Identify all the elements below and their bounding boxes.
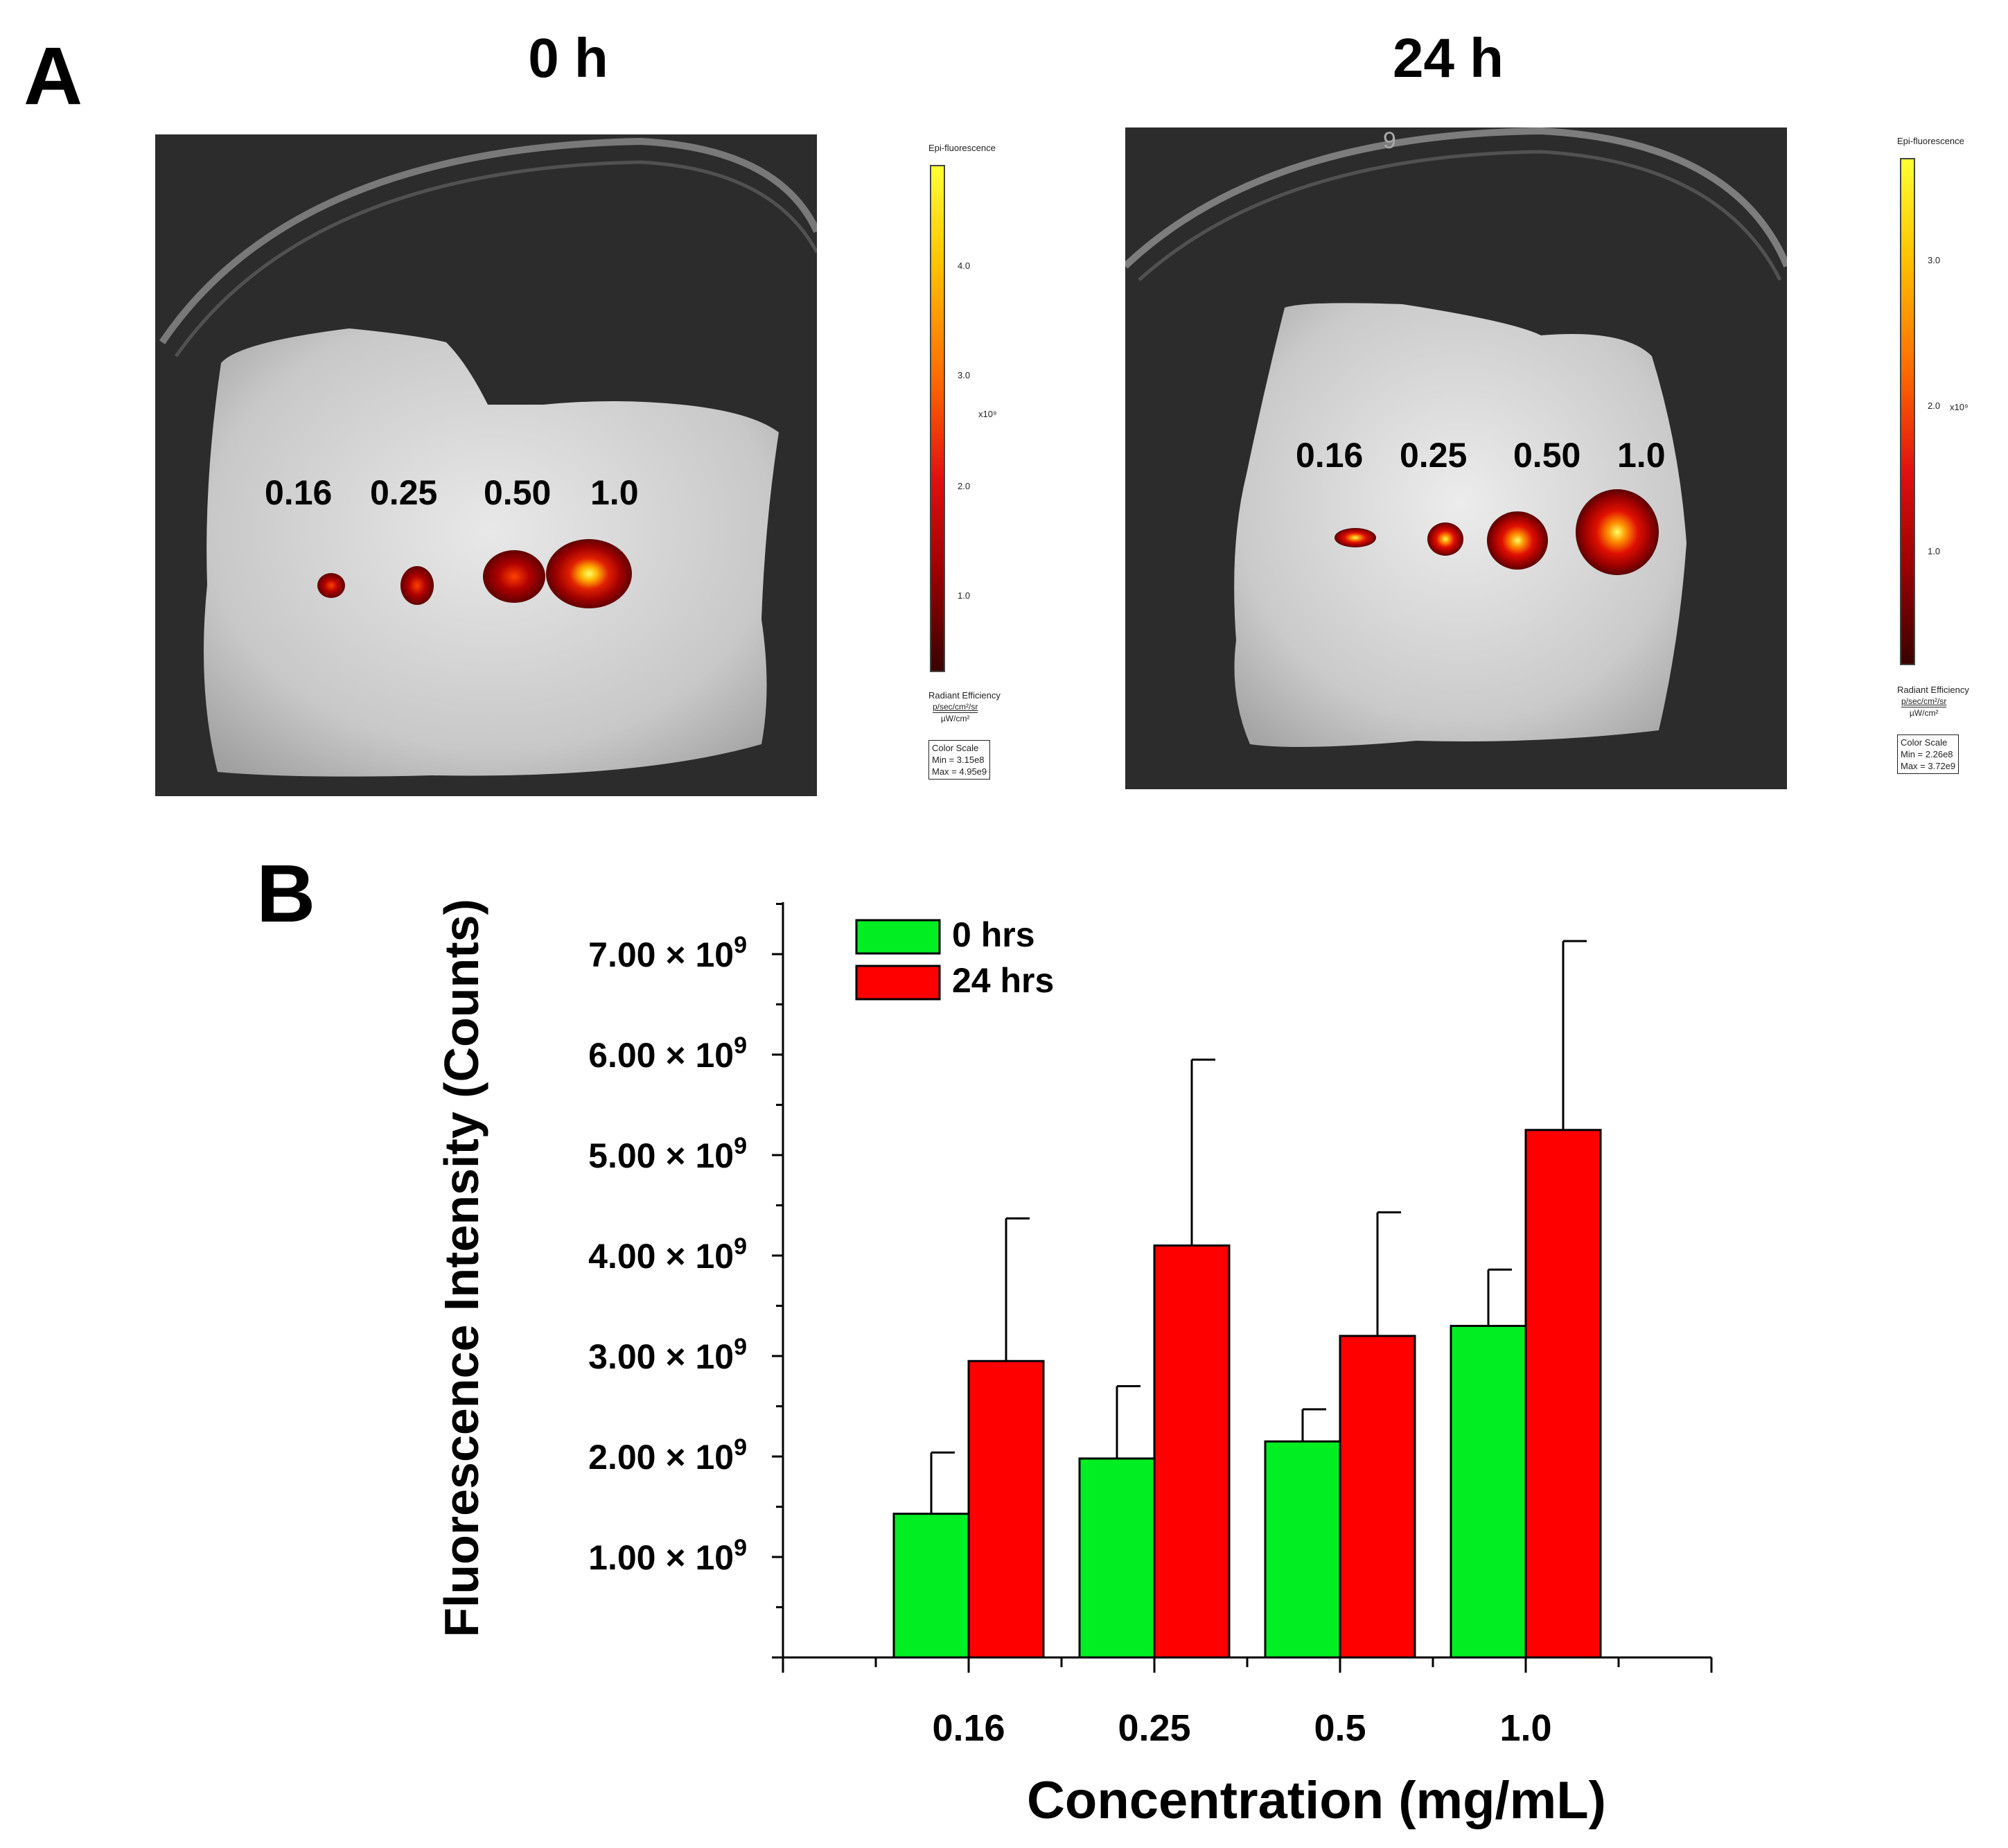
colorscale-0h-box-min: Min = 3.15e8: [932, 755, 985, 765]
colorscale-24h-header: Epi-fluorescence: [1897, 136, 1964, 146]
y-tick-mantissa: 5.00 × 10: [588, 1136, 734, 1175]
colorscale-0h-tick: 4.0: [958, 261, 971, 271]
tissue-image-24h: 9 0.16 0.25 0.50 1.0: [1125, 127, 1787, 789]
colorscale-0h-box-max: Max = 4.95e9: [932, 766, 987, 777]
colorscale-24h-bar: [1900, 158, 1915, 665]
y-tick-label: 1.00 × 109: [588, 1535, 747, 1577]
colorscale-24h-box-min: Min = 2.26e8: [1901, 749, 1953, 759]
legend-swatch: [855, 919, 941, 955]
colorscale-24h-range-box: Color Scale Min = 2.26e8 Max = 3.72e9: [1897, 734, 1959, 774]
tissue-photo-0h-drawing: [155, 134, 817, 796]
x-tick-label: 0.16: [932, 1707, 1005, 1749]
colorscale-0h-tick: 3.0: [958, 370, 971, 380]
y-tick-label: 4.00 × 109: [588, 1233, 747, 1276]
colorscale-0h-unit-den: µW/cm²: [940, 714, 970, 723]
y-tick-exponent: 9: [734, 1032, 747, 1059]
spot-label-24h-2: 0.50: [1513, 436, 1581, 475]
colorscale-0h-bar: [930, 165, 945, 672]
colorscale-24h-box-max: Max = 3.72e9: [1901, 761, 1956, 771]
panel-a-letter: A: [24, 30, 83, 122]
colorscale-0h-multiplier: x10⁹: [978, 409, 997, 419]
colorscale-24h-multiplier: x10⁹: [1950, 402, 1969, 412]
y-tick-label: 2.00 × 109: [588, 1434, 747, 1477]
bar-24-hrs-0.5: [1339, 1335, 1416, 1659]
colorscale-24h-box-title: Color Scale: [1901, 737, 1948, 748]
colorscale-0h-range-box: Color Scale Min = 3.15e8 Max = 4.95e9: [928, 740, 991, 780]
y-axis-title: Fluorescence Intensity (Counts): [434, 899, 488, 1637]
image-24h-title: 24 h: [1392, 27, 1504, 89]
colorscale-0h-unit-label: Radiant Efficiency: [928, 690, 1001, 701]
colorscale-0h-tick: 2.0: [958, 481, 971, 491]
legend-label: 24 hrs: [952, 961, 1054, 1000]
colorscale-24h-unit-num: p/sec/cm²/sr: [1901, 696, 1947, 707]
y-tick-label: 5.00 × 109: [588, 1133, 747, 1175]
colorscale-24h-unit-den: µW/cm²: [1909, 708, 1939, 718]
colorscale-24h-unit-label: Radiant Efficiency: [1897, 685, 1969, 695]
colorscale-24h-tick: 3.0: [1928, 255, 1941, 265]
tissue-photo-24h-drawing: [1125, 127, 1787, 789]
colorscale-0h-tick: 1.0: [958, 590, 971, 601]
y-tick-exponent: 9: [734, 932, 747, 958]
spot-label-24h-3: 1.0: [1617, 436, 1666, 475]
y-tick-exponent: 9: [734, 1133, 747, 1159]
bar-24-hrs-0.25: [1153, 1244, 1231, 1659]
colorscale-24h-tick: 2.0: [1928, 401, 1941, 411]
colorscale-0h-header: Epi-fluorescence: [928, 143, 996, 153]
tissue-image-0h: 0.16 0.25 0.50 1.0: [155, 134, 817, 796]
y-tick-exponent: 9: [734, 1535, 747, 1561]
bar-0-hrs-0.5: [1264, 1440, 1341, 1659]
y-tick-mantissa: 6.00 × 10: [588, 1036, 734, 1075]
legend-swatch: [855, 965, 941, 1001]
dish-number-24h: 9: [1383, 127, 1396, 154]
colorscale-0h-unit-num: p/sec/cm²/sr: [933, 702, 978, 713]
spot-label-0h-2: 0.50: [484, 473, 552, 512]
spot-label-0h-1: 0.25: [370, 473, 438, 512]
spot-label-24h-1: 0.25: [1400, 436, 1468, 475]
image-0h-title: 0 h: [528, 27, 608, 89]
spot-label-0h-0: 0.16: [265, 473, 333, 512]
colorscale-24h-unit-fraction: p/sec/cm²/sr µW/cm²: [1901, 696, 1947, 719]
y-tick-mantissa: 4.00 × 10: [588, 1237, 734, 1276]
bar-24-hrs-0.16: [967, 1359, 1045, 1659]
spot-label-0h-3: 1.0: [590, 473, 639, 512]
colorscale-0h-unit-fraction: p/sec/cm²/sr µW/cm²: [933, 701, 978, 724]
x-tick-label: 1.0: [1499, 1707, 1551, 1749]
y-tick-mantissa: 7.00 × 10: [588, 935, 734, 974]
legend-label: 0 hrs: [952, 915, 1035, 954]
bar-0-hrs-1.0: [1450, 1325, 1527, 1659]
x-tick-label: 0.5: [1314, 1707, 1366, 1749]
colorscale-24h-tick: 1.0: [1928, 546, 1941, 556]
panel-b-letter: B: [256, 848, 316, 940]
y-tick-label: 6.00 × 109: [588, 1032, 747, 1075]
x-tick-label: 0.25: [1118, 1707, 1190, 1749]
y-tick-exponent: 9: [734, 1233, 747, 1260]
y-tick-label: 3.00 × 109: [588, 1334, 747, 1376]
bar-0-hrs-0.16: [892, 1513, 970, 1659]
colorscale-0h-box-title: Color Scale: [932, 743, 979, 753]
bar-0-hrs-0.25: [1078, 1457, 1156, 1659]
spot-label-24h-0: 0.16: [1296, 436, 1364, 475]
y-tick-exponent: 9: [734, 1434, 747, 1461]
y-tick-mantissa: 2.00 × 10: [588, 1438, 734, 1477]
x-axis-title: Concentration (mg/mL): [1027, 1771, 1606, 1830]
y-tick-mantissa: 3.00 × 10: [588, 1337, 734, 1376]
bar-24-hrs-1.0: [1524, 1129, 1602, 1659]
y-tick-label: 7.00 × 109: [588, 932, 747, 974]
y-tick-exponent: 9: [734, 1334, 747, 1360]
y-tick-mantissa: 1.00 × 10: [588, 1538, 734, 1577]
